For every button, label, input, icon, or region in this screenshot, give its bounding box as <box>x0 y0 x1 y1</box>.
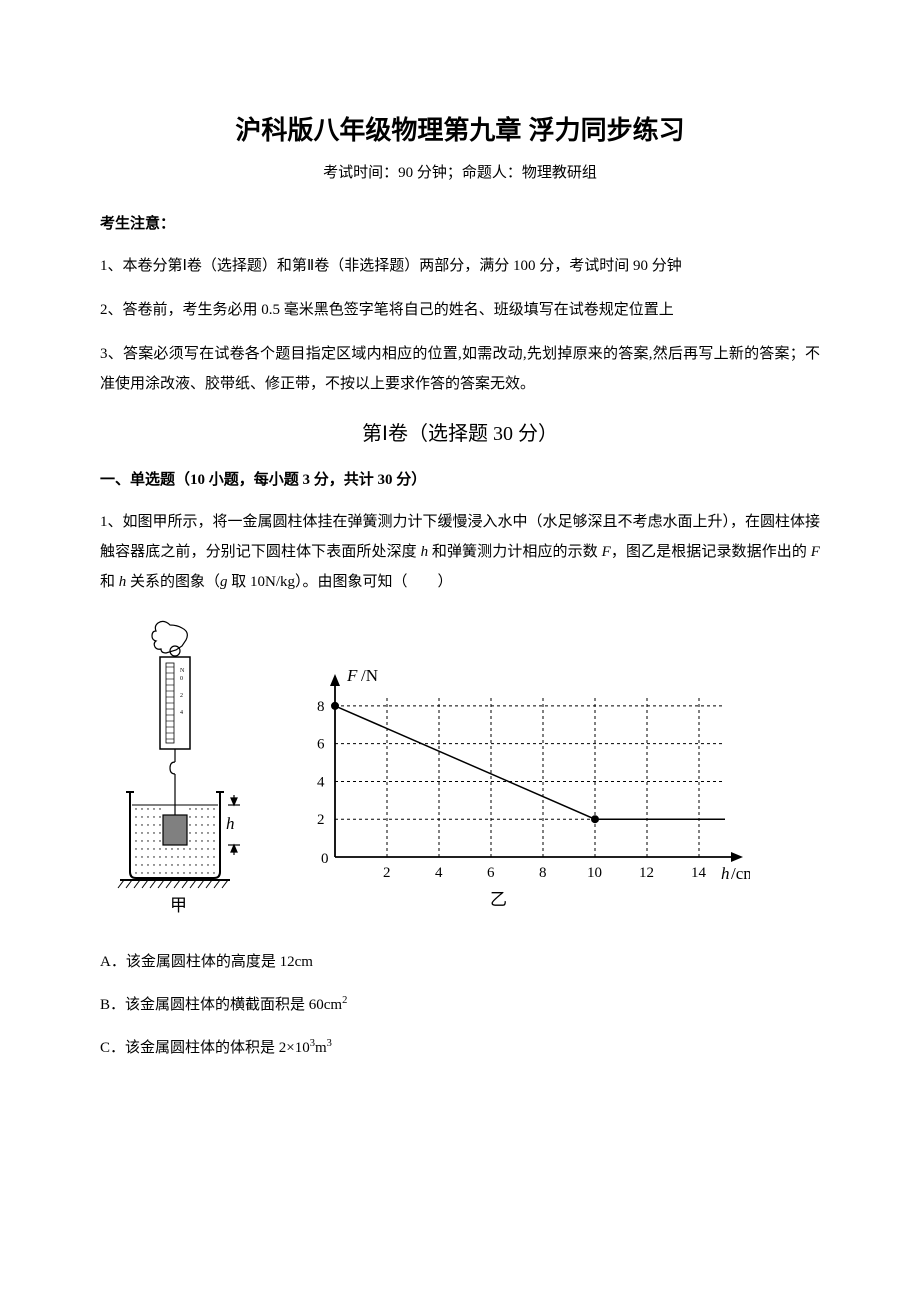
q1-text-e: 关系的图象（ <box>126 574 220 590</box>
svg-text:h: h <box>721 864 730 883</box>
svg-text:/N: /N <box>361 667 378 685</box>
svg-text:F: F <box>346 667 358 685</box>
option-C-unit: m <box>315 1040 327 1056</box>
svg-text:N: N <box>180 668 185 674</box>
svg-text:2: 2 <box>317 812 325 828</box>
var-g: g <box>220 574 228 590</box>
svg-text:0: 0 <box>180 676 183 682</box>
var-F: F <box>602 544 611 560</box>
option-C-text: C．该金属圆柱体的体积是 2×10 <box>100 1040 310 1056</box>
var-F2: F <box>811 544 820 560</box>
svg-text:/cm: /cm <box>731 864 750 883</box>
q1-text-b: 和弹簧测力计相应的示数 <box>428 544 602 560</box>
svg-text:0: 0 <box>321 851 329 867</box>
svg-text:4: 4 <box>180 710 183 716</box>
svg-text:8: 8 <box>539 865 547 881</box>
svg-text:14: 14 <box>691 865 707 881</box>
option-C-sup2: 3 <box>327 1038 332 1049</box>
option-B: B．该金属圆柱体的横截面积是 60cm2 <box>100 993 820 1014</box>
svg-text:6: 6 <box>317 737 325 753</box>
svg-text:乙: 乙 <box>490 890 507 909</box>
svg-text:4: 4 <box>435 865 443 881</box>
var-h: h <box>421 544 429 560</box>
option-C: C．该金属圆柱体的体积是 2×103m3 <box>100 1036 820 1057</box>
question-1-stem: 1、如图甲所示，将一金属圆柱体挂在弹簧测力计下缓慢浸入水中（水足够深且不考虑水面… <box>100 507 820 597</box>
h-label: h <box>226 814 235 833</box>
figure-row: N 0 2 4 <box>100 617 820 922</box>
q1-text-d: 和 <box>100 574 119 590</box>
chart-svg: F/N h/cm 0 2 4 6 8 10 12 14 2 4 6 8 乙 <box>290 667 750 917</box>
q1-text-f: 取 10N/kg）。由图象可知（ ） <box>228 574 453 590</box>
svg-text:4: 4 <box>317 774 325 790</box>
figure-yi: F/N h/cm 0 2 4 6 8 10 12 14 2 4 6 8 乙 <box>290 667 750 922</box>
notice-1: 1、本卷分第Ⅰ卷（选择题）和第Ⅱ卷（非选择题）两部分，满分 100 分，考试时间… <box>100 251 820 281</box>
figure-jia: N 0 2 4 <box>100 617 250 922</box>
notice-2: 2、答卷前，考生务必用 0.5 毫米黑色签字笔将自己的姓名、班级填写在试卷规定位… <box>100 295 820 325</box>
notice-heading: 考生注意： <box>100 212 820 233</box>
svg-text:8: 8 <box>317 699 325 715</box>
apparatus-svg: N 0 2 4 <box>100 617 250 917</box>
section-1-heading: 第Ⅰ卷（选择题 30 分） <box>100 417 820 446</box>
option-A: A．该金属圆柱体的高度是 12cm <box>100 950 820 971</box>
svg-text:6: 6 <box>487 865 495 881</box>
svg-text:2: 2 <box>180 693 183 699</box>
svg-text:2: 2 <box>383 865 391 881</box>
option-B-sup: 2 <box>342 995 347 1006</box>
page-subtitle: 考试时间：90 分钟；命题人：物理教研组 <box>100 161 820 182</box>
svg-text:10: 10 <box>587 865 602 881</box>
q1-text-c: ，图乙是根据记录数据作出的 <box>611 544 811 560</box>
part-heading: 一、单选题（10 小题，每小题 3 分，共计 30 分） <box>100 468 820 489</box>
svg-text:12: 12 <box>639 865 654 881</box>
page-title: 沪科版八年级物理第九章 浮力同步练习 <box>100 110 820 147</box>
notice-3: 3、答案必须写在试卷各个题目指定区域内相应的位置,如需改动,先划掉原来的答案,然… <box>100 339 820 399</box>
option-B-text: B．该金属圆柱体的横截面积是 60cm <box>100 997 342 1013</box>
jia-label: 甲 <box>170 896 187 915</box>
